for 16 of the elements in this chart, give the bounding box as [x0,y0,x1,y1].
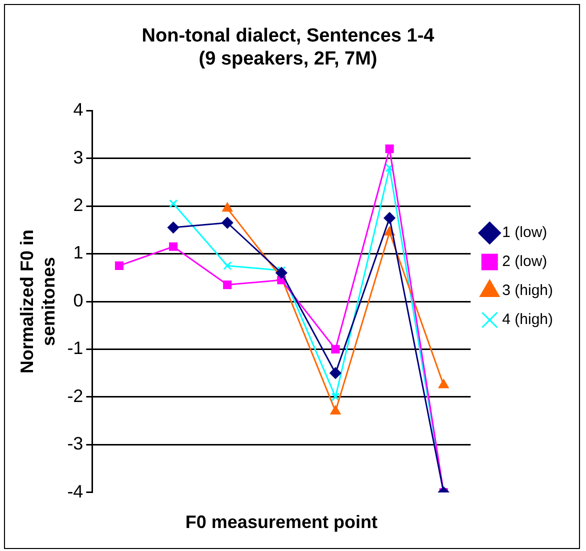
y-tick-label: -4 [67,481,84,502]
y-tick-label: 4 [73,100,84,120]
legend-label: 1 (low) [502,224,548,242]
legend-label: 2 (low) [502,253,548,270]
y-axis-title: Normalized F0 in semitones [16,229,58,374]
y-tick-label: 3 [73,147,84,168]
y-tick-label: -1 [67,338,84,358]
y-tick-label: 2 [73,195,84,216]
y-tick-label: -3 [67,434,84,454]
chart-title: Non-tonal dialect, Sentences 1-4 (9 speakers, 2F, 7M) [142,26,435,70]
y-tick-label: 0 [73,290,84,310]
x-axis-title: F0 measurement point [185,512,378,532]
y-tick-label: 1 [73,242,84,263]
legend-label: 3 (high) [502,282,554,300]
legend-label: 4 (high) [502,311,554,328]
y-tick-label: -2 [67,386,84,406]
